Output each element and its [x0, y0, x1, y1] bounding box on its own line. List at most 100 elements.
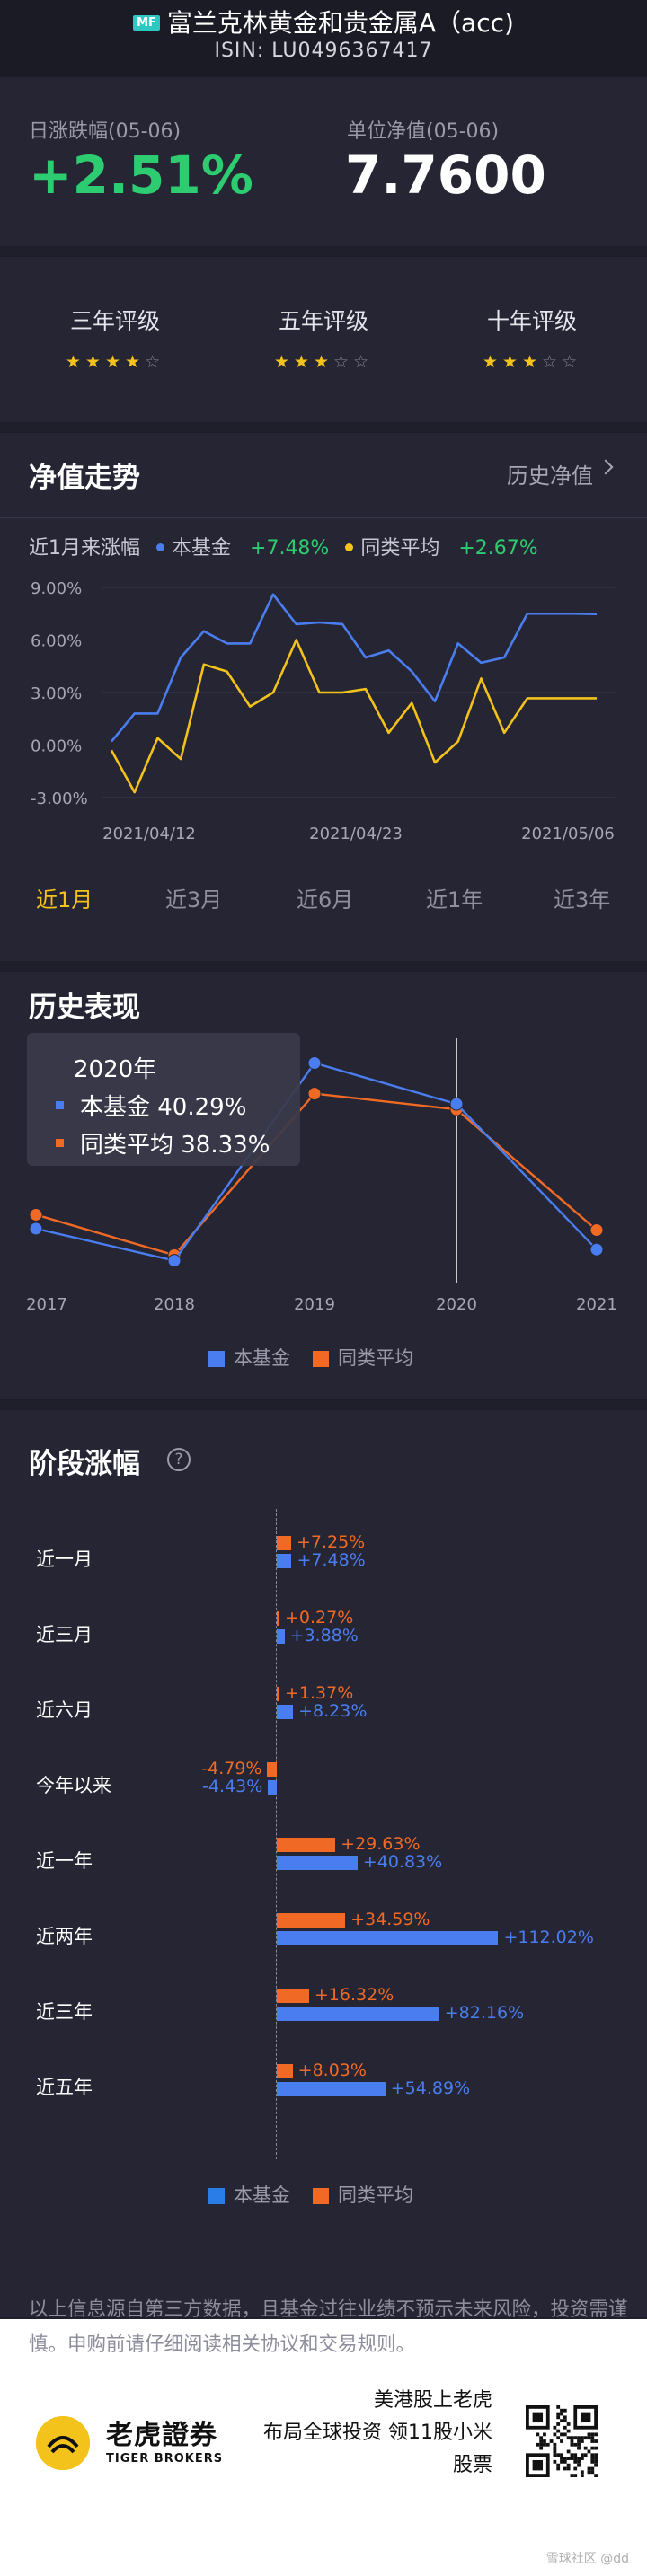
disclaimer-text: 以上信息源自第三方数据，且基金过往业绩不预示未来风险，投资需谨慎。申购前请仔细阅…	[29, 2298, 628, 2356]
qr-finder	[532, 2412, 544, 2423]
mf-badge: MF	[133, 15, 160, 31]
star-filled-icon: ★	[125, 352, 146, 372]
peer-bar-value: +16.32%	[314, 1985, 394, 2005]
qr-finder	[532, 2459, 544, 2471]
qr-module	[549, 2439, 554, 2443]
x-tick-label: 2021/05/06	[521, 825, 615, 843]
fund-bar-value: +3.88%	[289, 1626, 359, 1645]
x-tick-label: 2019	[294, 1295, 335, 1314]
history-tooltip: 2020年 本基金 40.29% 同类平均 38.33%	[27, 1033, 300, 1166]
qr-module	[583, 2446, 588, 2450]
fund-square-icon	[56, 1101, 64, 1109]
rating-10y: 十年评级 ★★★☆☆	[424, 304, 640, 372]
qr-module	[577, 2446, 581, 2450]
ad-line-1: 美港股上老虎	[373, 2389, 492, 2412]
stage-row-label: 近三月	[36, 1624, 93, 1645]
qr-module	[577, 2463, 581, 2467]
fund-bar	[277, 2007, 439, 2021]
qr-module	[587, 2436, 591, 2440]
qr-module	[590, 2446, 595, 2450]
qr-module	[556, 2412, 561, 2416]
ratings-panel: 三年评级 ★★★★☆ 五年评级 ★★★☆☆ 十年评级 ★★★☆☆	[0, 257, 647, 422]
qr-module	[573, 2453, 578, 2457]
qr-module	[563, 2459, 567, 2464]
y-tick-label: -3.00%	[31, 790, 88, 808]
period-tabs: 近1月 近3月 近6月 近1年 近3年	[0, 882, 647, 918]
peer-series-line	[110, 639, 597, 794]
fund-bar-value: +82.16%	[444, 2003, 525, 2023]
tab-3y[interactable]: 近3年	[554, 887, 611, 913]
qr-module	[553, 2432, 557, 2437]
qr-module	[590, 2453, 595, 2457]
qr-module	[536, 2432, 540, 2437]
peer-bar	[267, 1762, 277, 1777]
rating-stars: ★★★☆☆	[424, 352, 640, 372]
tiger-logo-icon	[36, 2416, 90, 2470]
qr-module	[590, 2432, 595, 2437]
chevron-right-icon[interactable]	[598, 459, 614, 475]
qr-module	[539, 2442, 544, 2447]
section-title-nav-trend: 净值走势	[29, 462, 140, 494]
qr-module	[560, 2432, 563, 2437]
stage-row-label: 近两年	[36, 1926, 93, 1947]
history-nav-link[interactable]: 历史净值	[507, 463, 593, 489]
legend-peer-label: 同类平均	[338, 1347, 413, 1369]
qr-module	[543, 2439, 546, 2443]
peer-bar-value: +7.25%	[296, 1532, 366, 1552]
fund-isin: ISIN: LU0496367417	[214, 40, 433, 62]
stage-row-label: 近三年	[36, 2001, 93, 2023]
peer-square-icon	[313, 1351, 329, 1367]
y-tick-label: 9.00%	[31, 579, 82, 598]
legend-fund: 本基金	[208, 1344, 290, 1371]
qr-module	[580, 2457, 584, 2460]
qr-module	[553, 2425, 557, 2430]
nav-value: 7.7600	[345, 145, 546, 206]
stage-row-label: 今年以来	[36, 1775, 111, 1796]
watermark: 雪球社区 @dd	[545, 2552, 629, 2566]
qr-code-icon[interactable]	[526, 2405, 598, 2477]
peer-legend-name: 同类平均	[360, 537, 440, 560]
qr-module	[580, 2470, 584, 2475]
legend-peer: 同类平均	[313, 1344, 413, 1371]
tab-3m[interactable]: 近3月	[165, 887, 223, 913]
qr-module	[560, 2408, 563, 2413]
qr-module	[587, 2432, 591, 2437]
fund-title-row: MF 富兰克林黄金和贵金属A（acc)	[0, 7, 647, 40]
rating-label: 五年评级	[278, 308, 368, 334]
qr-module	[590, 2466, 595, 2471]
footer-ad[interactable]: 老虎證券 TIGER BROKERS 美港股上老虎 布局全球投资 领11股小米 …	[0, 2319, 647, 2576]
star-filled-icon: ★	[273, 352, 294, 372]
qr-module	[553, 2442, 557, 2447]
qr-module	[583, 2453, 588, 2457]
tab-6m[interactable]: 近6月	[297, 887, 354, 913]
tooltip-fund-text: 本基金 40.29%	[80, 1094, 247, 1121]
peer-bar	[277, 1913, 346, 1928]
star-empty-icon: ☆	[542, 352, 563, 372]
tab-1m[interactable]: 近1月	[36, 887, 93, 913]
peer-bar	[277, 1838, 336, 1852]
y-tick-label: 0.00%	[31, 737, 82, 756]
peer-square-icon	[313, 2188, 329, 2204]
tab-1y[interactable]: 近1年	[426, 887, 483, 913]
qr-module	[553, 2459, 557, 2464]
tooltip-year: 2020年	[74, 1056, 157, 1083]
legend-fund: 本基金	[208, 2181, 290, 2208]
history-chart[interactable]: 2017 2018 2019 2020 2021	[0, 972, 647, 1331]
question-circle-icon[interactable]: ?	[167, 1448, 191, 1471]
stage-row-label: 近一月	[36, 1548, 93, 1570]
fund-bar	[277, 1554, 292, 1568]
fund-bar-value: +54.89%	[390, 2078, 471, 2098]
fund-history-point	[589, 1242, 604, 1257]
qr-module	[553, 2446, 557, 2450]
qr-module	[570, 2453, 574, 2457]
qr-module	[553, 2449, 557, 2454]
qr-module	[594, 2432, 598, 2437]
peer-bar	[277, 1536, 291, 1550]
qr-module	[563, 2425, 567, 2430]
ad-line-2: 布局全球投资 领11股小米	[263, 2422, 492, 2444]
qr-module	[543, 2442, 546, 2447]
x-tick-label: 2017	[26, 1295, 67, 1314]
qr-module	[560, 2457, 563, 2460]
stage-row-label: 近五年	[36, 2077, 93, 2098]
qr-module	[590, 2436, 595, 2440]
